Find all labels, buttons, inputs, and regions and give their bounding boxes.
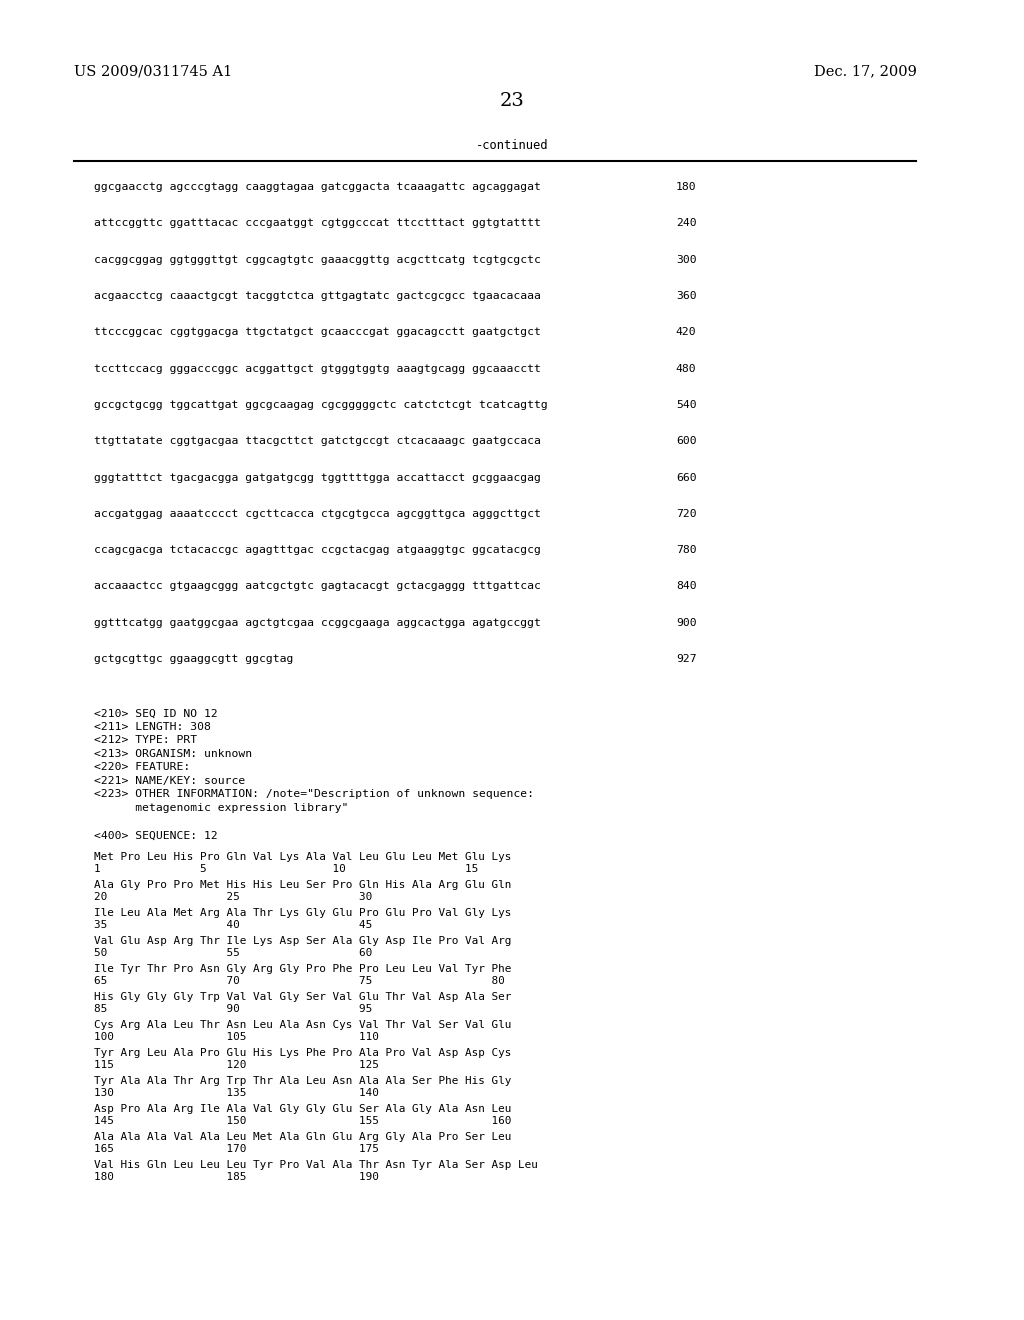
Text: -continued: -continued — [476, 139, 548, 152]
Text: <220> FEATURE:: <220> FEATURE: — [94, 763, 190, 772]
Text: <212> TYPE: PRT: <212> TYPE: PRT — [94, 735, 197, 746]
Text: 100                 105                 110: 100 105 110 — [94, 1032, 379, 1043]
Text: ggcgaacctg agcccgtagg caaggtagaa gatcggacta tcaaagattc agcaggagat: ggcgaacctg agcccgtagg caaggtagaa gatcgga… — [94, 182, 541, 193]
Text: Met Pro Leu His Pro Gln Val Lys Ala Val Leu Glu Leu Met Glu Lys: Met Pro Leu His Pro Gln Val Lys Ala Val … — [94, 853, 511, 862]
Text: <213> ORGANISM: unknown: <213> ORGANISM: unknown — [94, 748, 252, 759]
Text: ggtttcatgg gaatggcgaa agctgtcgaa ccggcgaaga aggcactgga agatgccggt: ggtttcatgg gaatggcgaa agctgtcgaa ccggcga… — [94, 618, 541, 628]
Text: 23: 23 — [500, 92, 524, 111]
Text: Dec. 17, 2009: Dec. 17, 2009 — [814, 65, 916, 79]
Text: 180                 185                 190: 180 185 190 — [94, 1172, 379, 1183]
Text: 480: 480 — [676, 364, 696, 374]
Text: 85                  90                  95: 85 90 95 — [94, 1005, 372, 1014]
Text: 1               5                   10                  15: 1 5 10 15 — [94, 865, 478, 874]
Text: accaaactcc gtgaagcggg aatcgctgtc gagtacacgt gctacgaggg tttgattcac: accaaactcc gtgaagcggg aatcgctgtc gagtaca… — [94, 581, 541, 591]
Text: gccgctgcgg tggcattgat ggcgcaagag cgcgggggctc catctctcgt tcatcagttg: gccgctgcgg tggcattgat ggcgcaagag cgcgggg… — [94, 400, 548, 411]
Text: 50                  55                  60: 50 55 60 — [94, 948, 372, 958]
Text: Cys Arg Ala Leu Thr Asn Leu Ala Asn Cys Val Thr Val Ser Val Glu: Cys Arg Ala Leu Thr Asn Leu Ala Asn Cys … — [94, 1020, 511, 1031]
Text: tccttccacg gggacccggc acggattgct gtgggtggtg aaagtgcagg ggcaaacctt: tccttccacg gggacccggc acggattgct gtgggtg… — [94, 364, 541, 374]
Text: 360: 360 — [676, 292, 696, 301]
Text: 780: 780 — [676, 545, 696, 556]
Text: 900: 900 — [676, 618, 696, 628]
Text: <223> OTHER INFORMATION: /note="Description of unknown sequence:: <223> OTHER INFORMATION: /note="Descript… — [94, 789, 534, 800]
Text: US 2009/0311745 A1: US 2009/0311745 A1 — [74, 65, 232, 79]
Text: Tyr Arg Leu Ala Pro Glu His Lys Phe Pro Ala Pro Val Asp Asp Cys: Tyr Arg Leu Ala Pro Glu His Lys Phe Pro … — [94, 1048, 511, 1059]
Text: ttcccggcac cggtggacga ttgctatgct gcaacccgat ggacagcctt gaatgctgct: ttcccggcac cggtggacga ttgctatgct gcaaccc… — [94, 327, 541, 338]
Text: gggtatttct tgacgacgga gatgatgcgg tggttttgga accattacct gcggaacgag: gggtatttct tgacgacgga gatgatgcgg tggtttt… — [94, 473, 541, 483]
Text: accgatggag aaaatcccct cgcttcacca ctgcgtgcca agcggttgca agggcttgct: accgatggag aaaatcccct cgcttcacca ctgcgtg… — [94, 510, 541, 519]
Text: 130                 135                 140: 130 135 140 — [94, 1089, 379, 1098]
Text: <210> SEQ ID NO 12: <210> SEQ ID NO 12 — [94, 709, 217, 718]
Text: acgaacctcg caaactgcgt tacggtctca gttgagtatc gactcgcgcc tgaacacaaa: acgaacctcg caaactgcgt tacggtctca gttgagt… — [94, 292, 541, 301]
Text: 540: 540 — [676, 400, 696, 411]
Text: 840: 840 — [676, 581, 696, 591]
Text: ccagcgacga tctacaccgc agagtttgac ccgctacgag atgaaggtgc ggcatacgcg: ccagcgacga tctacaccgc agagtttgac ccgctac… — [94, 545, 541, 556]
Text: 420: 420 — [676, 327, 696, 338]
Text: cacggcggag ggtgggttgt cggcagtgtc gaaacggttg acgcttcatg tcgtgcgctc: cacggcggag ggtgggttgt cggcagtgtc gaaacgg… — [94, 255, 541, 265]
Text: His Gly Gly Gly Trp Val Val Gly Ser Val Glu Thr Val Asp Ala Ser: His Gly Gly Gly Trp Val Val Gly Ser Val … — [94, 993, 511, 1002]
Text: Ala Gly Pro Pro Met His His Leu Ser Pro Gln His Ala Arg Glu Gln: Ala Gly Pro Pro Met His His Leu Ser Pro … — [94, 880, 511, 891]
Text: metagenomic expression library": metagenomic expression library" — [94, 803, 348, 813]
Text: 720: 720 — [676, 510, 696, 519]
Text: ttgttatate cggtgacgaa ttacgcttct gatctgccgt ctcacaaagc gaatgccaca: ttgttatate cggtgacgaa ttacgcttct gatctgc… — [94, 436, 541, 446]
Text: 65                  70                  75                  80: 65 70 75 80 — [94, 977, 505, 986]
Text: 240: 240 — [676, 218, 696, 228]
Text: Ile Tyr Thr Pro Asn Gly Arg Gly Pro Phe Pro Leu Leu Val Tyr Phe: Ile Tyr Thr Pro Asn Gly Arg Gly Pro Phe … — [94, 965, 511, 974]
Text: attccggttc ggatttacac cccgaatggt cgtggcccat ttcctttact ggtgtatttt: attccggttc ggatttacac cccgaatggt cgtggcc… — [94, 218, 541, 228]
Text: 35                  40                  45: 35 40 45 — [94, 920, 372, 931]
Text: Asp Pro Ala Arg Ile Ala Val Gly Gly Glu Ser Ala Gly Ala Asn Leu: Asp Pro Ala Arg Ile Ala Val Gly Gly Glu … — [94, 1105, 511, 1114]
Text: 600: 600 — [676, 436, 696, 446]
Text: Ala Ala Ala Val Ala Leu Met Ala Gln Glu Arg Gly Ala Pro Ser Leu: Ala Ala Ala Val Ala Leu Met Ala Gln Glu … — [94, 1133, 511, 1142]
Text: Tyr Ala Ala Thr Arg Trp Thr Ala Leu Asn Ala Ala Ser Phe His Gly: Tyr Ala Ala Thr Arg Trp Thr Ala Leu Asn … — [94, 1076, 511, 1086]
Text: 115                 120                 125: 115 120 125 — [94, 1060, 379, 1071]
Text: 300: 300 — [676, 255, 696, 265]
Text: 145                 150                 155                 160: 145 150 155 160 — [94, 1117, 511, 1126]
Text: Val Glu Asp Arg Thr Ile Lys Asp Ser Ala Gly Asp Ile Pro Val Arg: Val Glu Asp Arg Thr Ile Lys Asp Ser Ala … — [94, 936, 511, 946]
Text: 165                 170                 175: 165 170 175 — [94, 1144, 379, 1155]
Text: <400> SEQUENCE: 12: <400> SEQUENCE: 12 — [94, 830, 217, 841]
Text: <221> NAME/KEY: source: <221> NAME/KEY: source — [94, 776, 245, 785]
Text: Ile Leu Ala Met Arg Ala Thr Lys Gly Glu Pro Glu Pro Val Gly Lys: Ile Leu Ala Met Arg Ala Thr Lys Gly Glu … — [94, 908, 511, 919]
Text: Val His Gln Leu Leu Leu Tyr Pro Val Ala Thr Asn Tyr Ala Ser Asp Leu: Val His Gln Leu Leu Leu Tyr Pro Val Ala … — [94, 1160, 538, 1171]
Text: 180: 180 — [676, 182, 696, 193]
Text: gctgcgttgc ggaaggcgtt ggcgtag: gctgcgttgc ggaaggcgtt ggcgtag — [94, 655, 293, 664]
Text: 927: 927 — [676, 655, 696, 664]
Text: 20                  25                  30: 20 25 30 — [94, 892, 372, 903]
Text: 660: 660 — [676, 473, 696, 483]
Text: <211> LENGTH: 308: <211> LENGTH: 308 — [94, 722, 211, 731]
